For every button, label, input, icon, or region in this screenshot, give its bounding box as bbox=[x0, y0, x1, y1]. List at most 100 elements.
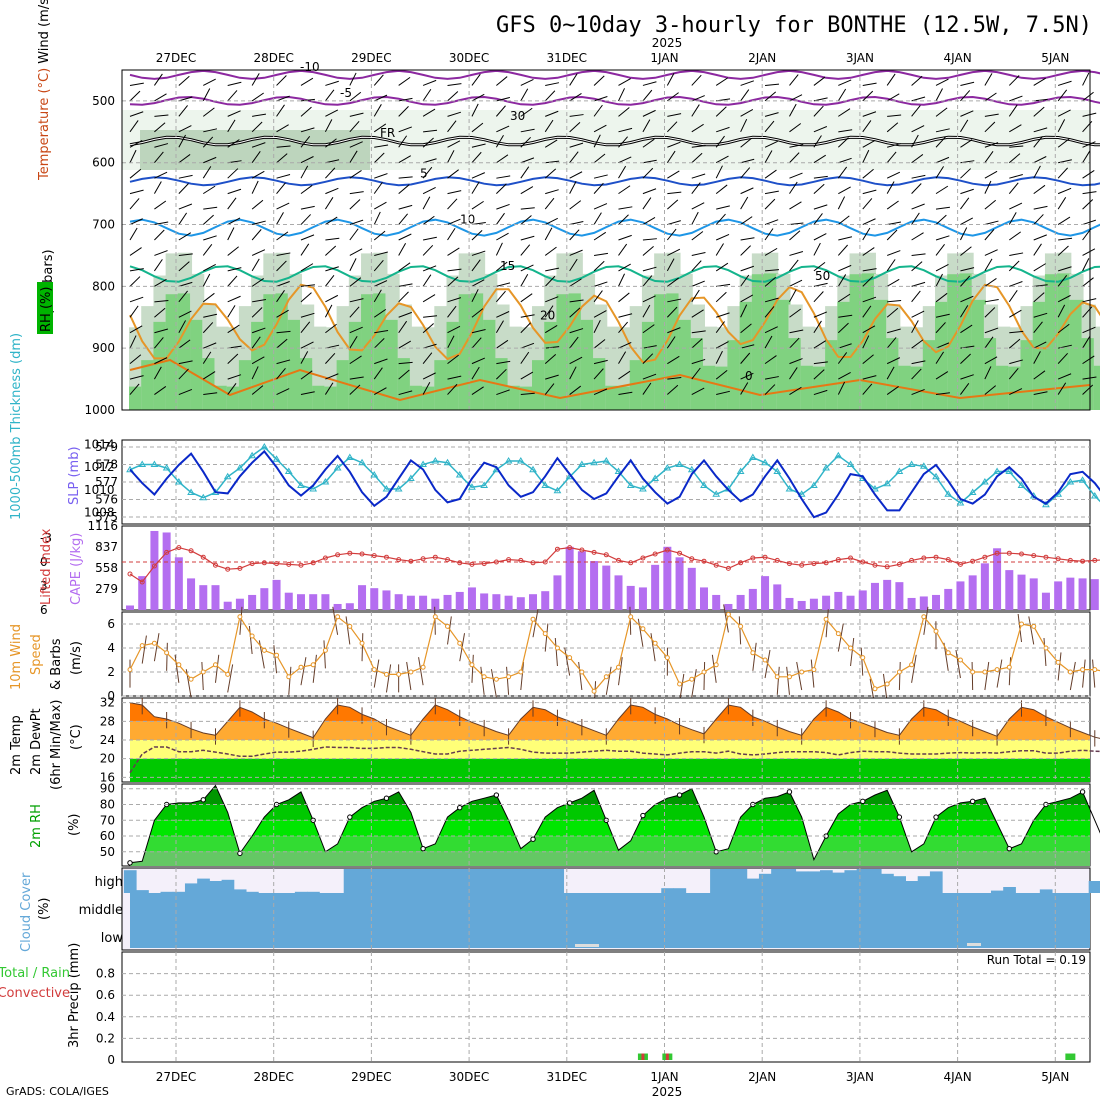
wind10-point bbox=[481, 674, 487, 680]
thickness-tick-576: 576 bbox=[95, 493, 118, 507]
lifted-index-point bbox=[884, 564, 890, 570]
wind-barb bbox=[960, 353, 971, 364]
wind-barb bbox=[764, 276, 777, 287]
wind-barb bbox=[642, 109, 656, 117]
rh-shade-high bbox=[1008, 366, 1023, 410]
wind-barb bbox=[520, 157, 535, 164]
thickness-point bbox=[345, 453, 354, 460]
wind-barb bbox=[447, 375, 462, 380]
dewpoint-label: 2m DewPt bbox=[29, 708, 44, 775]
bottom-date-27DEC: 27DEC bbox=[156, 1070, 196, 1084]
upper-left-label: Temperature (°C) Wind (m/s) bbox=[37, 0, 52, 181]
cape-bar bbox=[1054, 581, 1063, 610]
cape-bar bbox=[419, 595, 428, 610]
wind-barb bbox=[520, 264, 534, 272]
wind-barb bbox=[764, 169, 777, 179]
wind-barb bbox=[545, 374, 559, 380]
cape-bar bbox=[394, 594, 403, 610]
lifted-index-point bbox=[677, 550, 683, 556]
wind-barb bbox=[1057, 382, 1067, 395]
cloud-high-bar bbox=[758, 873, 772, 893]
wind-barb bbox=[325, 167, 336, 179]
thickness-point bbox=[871, 485, 879, 492]
cloud-high-bar bbox=[929, 871, 943, 893]
cape-bar bbox=[199, 585, 208, 610]
wind-barb bbox=[764, 335, 773, 349]
wind-barb bbox=[300, 127, 315, 133]
wind-barb bbox=[618, 214, 629, 225]
cloud-high-bar bbox=[478, 869, 491, 893]
wind-barb bbox=[1009, 173, 1023, 179]
isotherm-label-low: 0 bbox=[745, 369, 753, 383]
wind-barb bbox=[715, 321, 725, 334]
wind-barb bbox=[129, 305, 139, 318]
rh-shade-high bbox=[483, 319, 498, 410]
wind-barb bbox=[349, 170, 362, 179]
rh-shade-high bbox=[1069, 299, 1084, 410]
wind-barb bbox=[1009, 281, 1023, 287]
wind-barb bbox=[447, 169, 459, 179]
wind-barb bbox=[667, 170, 680, 179]
cloud-cover-panel: high middle low Cloud Cover (%) bbox=[19, 867, 1100, 952]
wind-barb bbox=[398, 361, 413, 365]
temp-unit: (°C) bbox=[69, 724, 84, 750]
wind-barb bbox=[276, 231, 289, 241]
cape-bar bbox=[370, 588, 379, 610]
isotherm-line-inner bbox=[129, 136, 1100, 146]
wind-barb bbox=[935, 322, 946, 334]
wind-barb bbox=[862, 375, 877, 380]
rh-shade-high bbox=[788, 338, 803, 410]
thickness-point bbox=[761, 458, 769, 466]
thickness-point bbox=[431, 457, 440, 464]
cape-bar bbox=[529, 594, 538, 610]
wind-barb bbox=[960, 110, 974, 117]
wind-barb bbox=[252, 113, 267, 117]
precip-label: 3hr Precip (mm) bbox=[67, 943, 82, 1048]
rh-shade-high bbox=[1020, 340, 1035, 410]
wind10-barb bbox=[796, 661, 803, 691]
wind-barb bbox=[1082, 141, 1096, 148]
wind-barb bbox=[203, 206, 218, 210]
wind10-point bbox=[884, 681, 890, 687]
wind-barb bbox=[154, 229, 165, 241]
rh-shade-high bbox=[947, 274, 962, 410]
wind-barb bbox=[129, 218, 143, 226]
wind10-point bbox=[310, 662, 316, 668]
wind-barb bbox=[544, 325, 558, 334]
wind-barb bbox=[1008, 367, 1019, 380]
rh2m-point bbox=[933, 814, 939, 820]
wind-barb bbox=[422, 186, 436, 195]
wind-barb bbox=[227, 110, 241, 117]
wind-barb bbox=[1033, 284, 1048, 287]
rh2m-point bbox=[127, 860, 133, 866]
wind-barb bbox=[862, 120, 872, 133]
wind-barb bbox=[764, 190, 779, 195]
wind10-barb bbox=[618, 657, 623, 686]
wind10-point bbox=[982, 669, 988, 675]
thickness-point bbox=[272, 455, 281, 462]
rh-shade-high bbox=[751, 274, 767, 410]
wind-barb bbox=[178, 75, 190, 86]
cape-bar bbox=[651, 564, 660, 610]
wind10-series bbox=[127, 604, 1100, 710]
isotherm-label: 5 bbox=[420, 166, 428, 180]
wind-barb bbox=[373, 308, 387, 318]
wind-barb bbox=[837, 322, 849, 334]
rh-shade-high bbox=[727, 340, 742, 410]
wind-barb bbox=[422, 323, 434, 334]
wind-barb bbox=[325, 274, 335, 287]
wind-barb bbox=[544, 139, 558, 148]
thickness-point bbox=[736, 467, 745, 474]
rh-shade-high bbox=[153, 321, 168, 410]
lifted-index-point bbox=[310, 560, 316, 566]
wind-barb bbox=[1033, 98, 1048, 102]
wind-barb bbox=[300, 243, 310, 256]
wind10-point bbox=[225, 671, 231, 677]
wind-barb bbox=[520, 244, 531, 256]
wind-barb bbox=[789, 367, 798, 380]
wind-barb bbox=[374, 251, 388, 256]
wind-barb bbox=[593, 368, 604, 380]
wind-barb bbox=[642, 275, 653, 287]
thickness-point bbox=[236, 464, 244, 471]
thickness-point bbox=[504, 457, 513, 464]
